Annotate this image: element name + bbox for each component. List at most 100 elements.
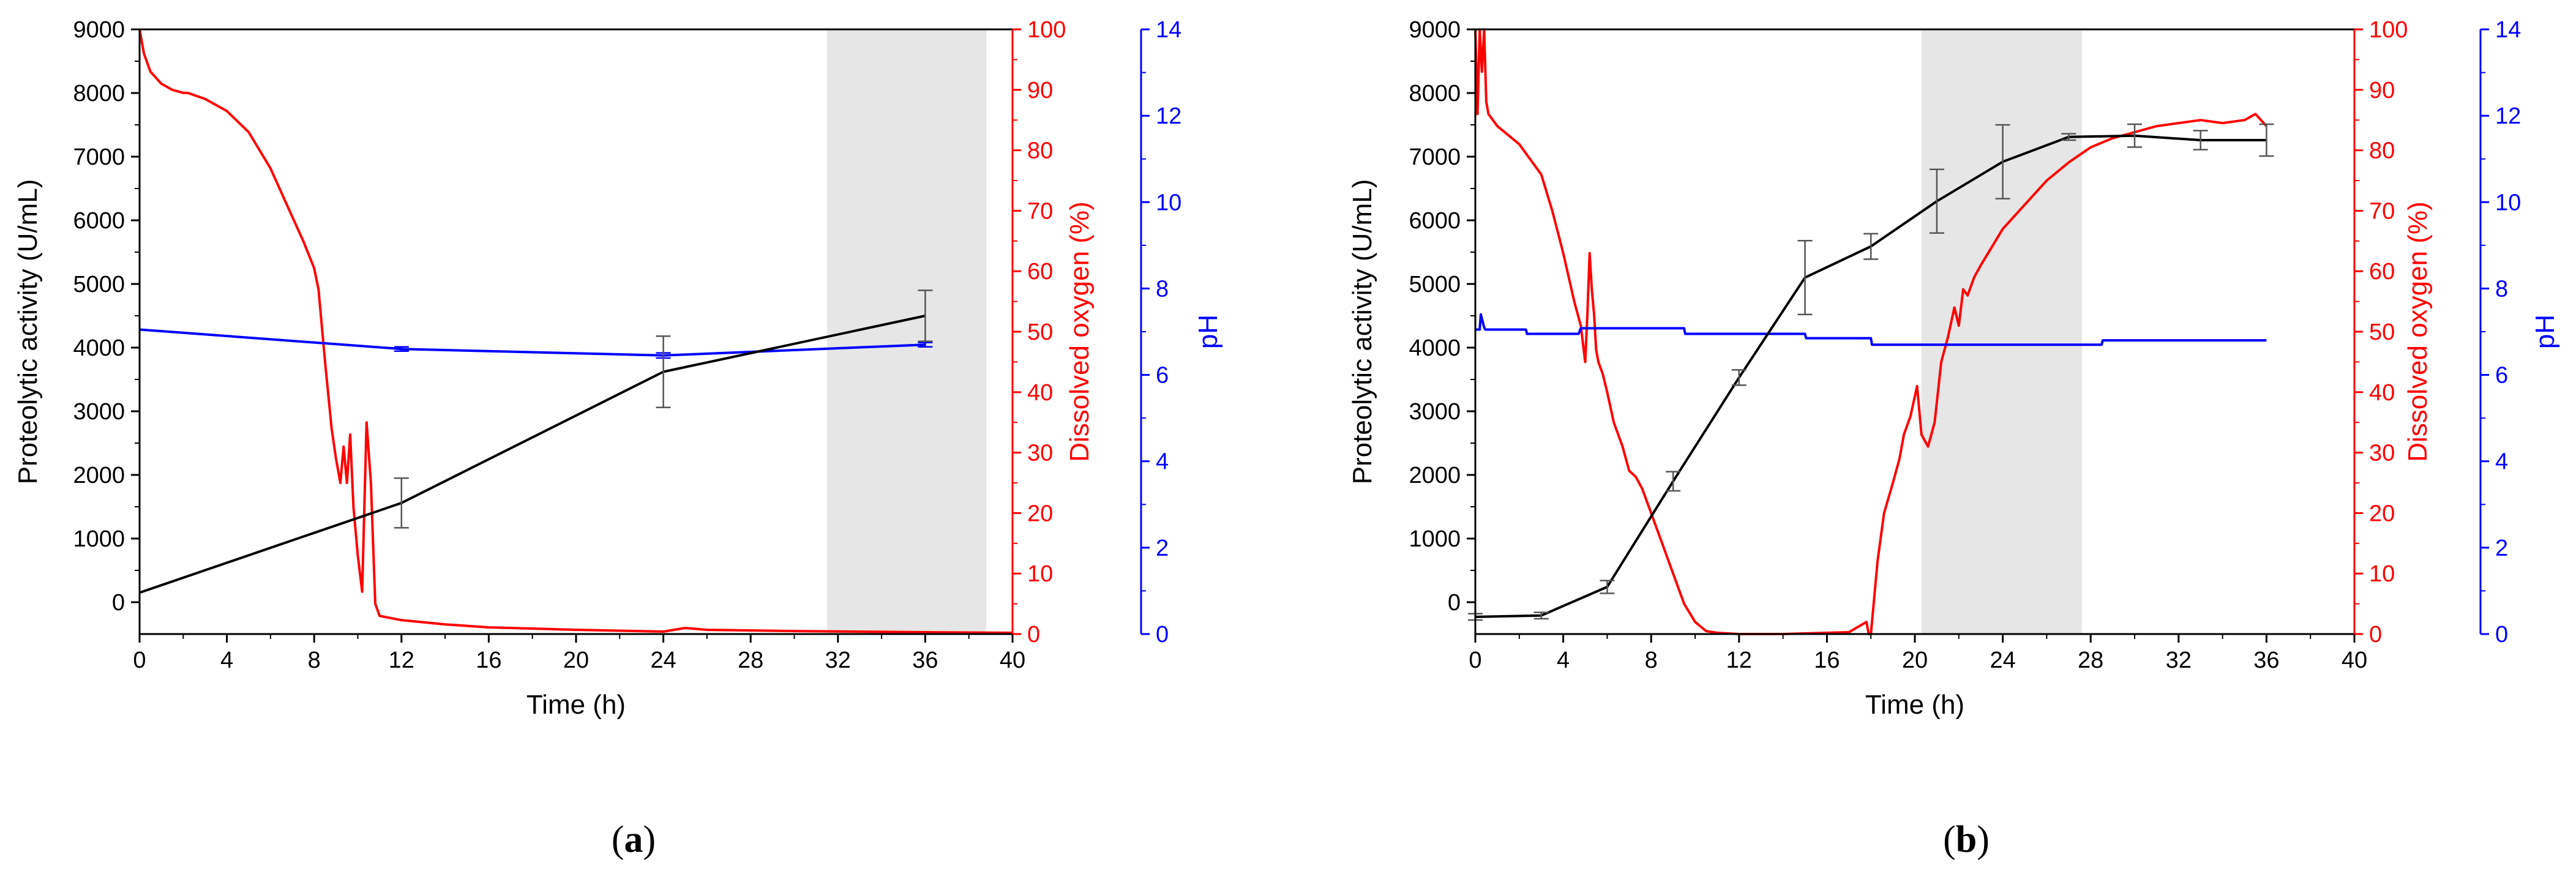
left-tick-label: 0 [112,590,125,616]
ph-tick-label: 6 [1156,363,1169,389]
left-tick-label: 5000 [1409,272,1461,297]
ph-tick-label: 0 [1156,622,1169,647]
do-tick-label: 50 [2369,319,2395,345]
dissolved-oxygen-axis-title: Dissolved oxygen (%) [1065,201,1095,462]
x-tick-label: 40 [1000,647,1025,673]
do-tick-label: 70 [1027,198,1053,224]
left-tick-label: 8000 [1409,81,1461,106]
do-tick-label: 60 [1027,259,1053,285]
left-tick-label: 9000 [73,17,125,43]
panel-letter: a [624,819,643,860]
proteolytic-activity-line [1475,134,2267,618]
x-tick-label: 36 [912,647,938,673]
left-tick-label: 9000 [1409,17,1461,43]
left-tick-label: 6000 [73,208,125,234]
x-tick-label: 20 [1902,647,1928,673]
do-tick-label: 20 [1027,501,1053,526]
x-tick-label: 4 [220,647,233,673]
ph-tick-label: 10 [2495,190,2521,215]
x-tick-label: 20 [563,647,589,673]
plot-frame [1474,28,2356,635]
do-tick-label: 60 [2369,259,2395,285]
do-tick-label: 100 [1027,17,1066,43]
ph-axis-title: pH [2530,315,2560,349]
x-tick-label: 32 [825,647,851,673]
ph-tick-label: 4 [1156,449,1169,475]
do-tick-label: 30 [1027,441,1053,466]
left-axis-title: Proteolytic activity (U/mL) [1347,179,1377,485]
x-tick-label: 28 [2078,647,2103,673]
do-tick-label: 90 [2369,78,2395,103]
series-layer [1468,28,2274,635]
series-layer [138,29,1013,634]
dissolved-oxygen-axis-title: Dissolved oxygen (%) [2403,201,2433,462]
left-tick-label: 7000 [73,144,125,170]
do-tick-label: 30 [2369,441,2395,466]
x-tick-label: 32 [2166,647,2192,673]
x-tick-label: 36 [2253,647,2279,673]
ph-tick-label: 6 [2495,363,2508,389]
left-axis-title: Proteolytic activity (U/mL) [13,179,43,485]
x-tick-label: 0 [133,647,146,673]
do-tick-label: 80 [1027,138,1053,164]
do-tick-label: 10 [2369,561,2395,587]
left-tick-label: 4000 [73,335,125,361]
left-tick-label: 2000 [1409,463,1461,488]
do-tick-label: 80 [2369,138,2395,164]
do-tick-label: 100 [2369,17,2408,43]
left-tick-label: 6000 [1409,208,1461,234]
x-tick-label: 0 [1469,647,1481,673]
x-axis-title: Time (h) [1865,690,1964,720]
do-tick-label: 0 [2369,622,2382,647]
left-tick-label: 3000 [1409,399,1461,425]
ph-tick-label: 14 [2495,17,2521,43]
x-tick-label: 4 [1557,647,1570,673]
do-tick-label: 20 [2369,501,2395,526]
dissolved-oxygen-line [1474,28,2267,635]
do-tick-label: 10 [1027,561,1053,587]
ph-tick-label: 8 [1156,276,1169,302]
panel-label: (b) [1943,819,1990,860]
ph-tick-label: 12 [2495,103,2521,129]
ph-line [1475,313,2267,346]
ph-tick-label: 12 [1156,103,1181,129]
dissolved-oxygen-line [138,29,1013,634]
left-tick-label: 1000 [1409,526,1461,552]
x-tick-label: 12 [1726,647,1752,673]
panel-b: 0 4 8 12 16 20 24 28 32 36 40010002000300040005000… [1347,17,2560,860]
ph-tick-label: 8 [2495,276,2508,302]
ph-tick-label: 4 [2495,449,2508,475]
do-tick-label: 40 [1027,380,1053,406]
do-tick-label: 50 [1027,319,1053,345]
do-tick-label: 40 [2369,380,2395,406]
ph-tick-label: 10 [1156,190,1181,215]
axis-layer: 0 4 8 12 16 20 24 28 32 36 40010002000300040005000… [73,17,1181,673]
left-tick-label: 2000 [73,463,125,488]
x-tick-label: 16 [1814,647,1840,673]
x-tick-label: 28 [738,647,763,673]
panel-letter: b [1956,819,1977,860]
ph-tick-label: 14 [1156,17,1181,43]
x-tick-label: 40 [2342,647,2367,673]
x-tick-label: 16 [476,647,501,673]
left-tick-label: 4000 [1409,335,1461,361]
do-tick-label: 0 [1027,622,1040,647]
panel-a: 0 4 8 12 16 20 24 28 32 36 40010002000300040005000… [13,17,1223,860]
proteolytic-activity-line [139,315,926,594]
left-tick-label: 3000 [73,399,125,425]
left-tick-label: 5000 [73,272,125,297]
left-tick-label: 7000 [1409,144,1461,170]
x-axis-title: Time (h) [526,690,626,720]
ph-line [139,328,926,357]
x-tick-label: 24 [1990,647,2015,673]
x-tick-label: 24 [650,647,676,673]
shaded-region [1921,29,2082,634]
do-tick-label: 90 [1027,78,1053,103]
x-tick-label: 8 [1645,647,1658,673]
ph-axis-title: pH [1193,315,1223,349]
left-tick-label: 1000 [73,526,125,552]
ph-tick-label: 2 [1156,536,1169,561]
ph-tick-label: 0 [2495,622,2508,647]
ph-tick-label: 2 [2495,536,2508,561]
x-tick-label: 12 [389,647,414,673]
